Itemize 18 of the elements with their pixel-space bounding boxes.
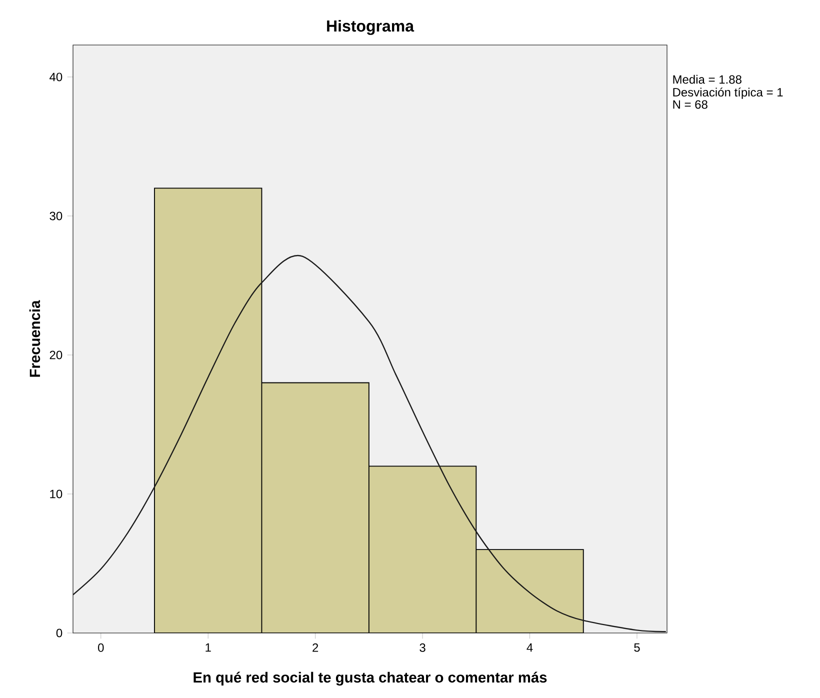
text: N = 68 bbox=[673, 100, 708, 109]
x-tick-label: 4 bbox=[526, 643, 533, 652]
y-tick-label: 30 bbox=[50, 212, 62, 220]
y-tick-label: 20 bbox=[50, 350, 62, 360]
text: Media = 1.88 bbox=[673, 74, 742, 84]
y-axis-title: Frecuencia bbox=[29, 300, 40, 377]
line-series bbox=[73, 255, 667, 632]
x-axis-title: En qué red social te gusta chatear o comentar más bbox=[194, 672, 547, 686]
x-tick-label: 1 bbox=[206, 643, 211, 652]
chart-title: Histograma bbox=[327, 20, 414, 35]
x-tick-label: 3 bbox=[420, 643, 426, 652]
y-tick-label: 40 bbox=[50, 72, 62, 82]
text: Desviación típica = 1 bbox=[673, 88, 783, 99]
y-tick-label: 0 bbox=[56, 628, 62, 638]
x-tick-label: 0 bbox=[98, 643, 104, 652]
y-tick-label: 10 bbox=[50, 490, 62, 498]
x-tick-label: 5 bbox=[634, 643, 640, 652]
x-tick-label: 2 bbox=[312, 643, 318, 652]
